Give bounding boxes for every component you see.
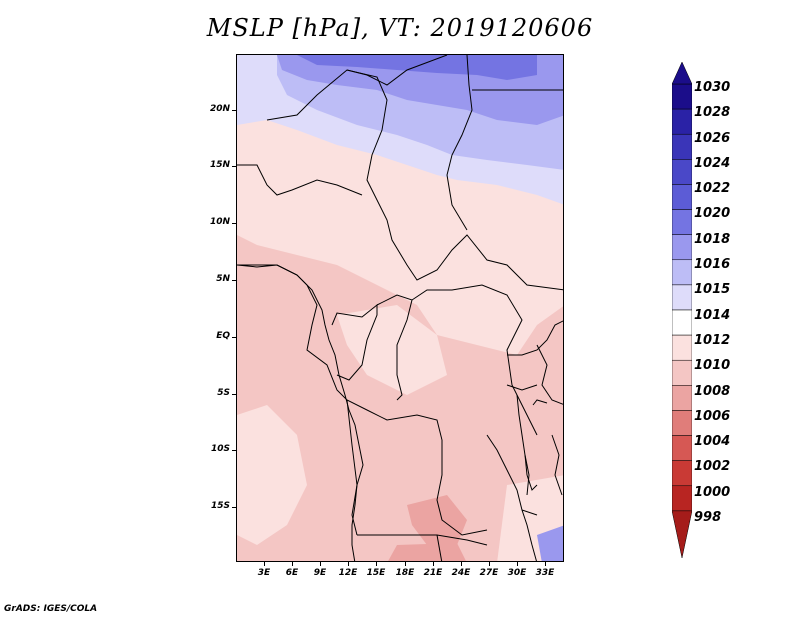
x-axis-label: 3E [257,568,271,578]
colorbar-swatch [672,410,692,436]
y-axis-label: 15S [210,501,230,511]
colorbar-label: 1014 [694,307,731,323]
x-axis-tick [376,561,377,566]
colorbar-label: 1000 [694,484,731,500]
x-axis-label: 15E [366,568,386,578]
y-axis-label: EQ [216,331,230,341]
chart-title: MSLP [hPa], VT: 2019120606 [206,14,594,42]
colorbar-label: 1018 [694,231,731,247]
colorbar-label: 1026 [694,130,731,146]
colorbar-label: 1015 [694,282,731,298]
colorbar-swatch [672,284,692,311]
colorbar-swatch [672,234,692,261]
x-axis-tick [320,561,321,566]
colorbar-label: 1006 [694,408,731,424]
y-axis-label: 5S [217,388,230,398]
x-axis-tick [405,561,406,566]
colorbar-label: 1004 [694,434,731,450]
colorbar-label: 1012 [694,332,731,348]
y-axis-tick [232,223,237,224]
x-axis-label: 6E [285,568,299,578]
colorbar [672,62,692,558]
colorbar-label: 1010 [694,358,731,374]
x-axis-label: 27E [479,568,499,578]
x-axis-tick [433,561,434,566]
y-axis-tick [232,280,237,281]
light-pink-area [237,405,307,545]
colorbar-swatch [672,108,692,135]
x-axis-label: 18E [395,568,415,578]
x-axis-tick [348,561,349,566]
coastline [237,264,364,561]
country-borders [237,55,563,561]
y-axis-tick [232,337,237,338]
colorbar-swatch [672,184,692,210]
lakes [516,394,548,496]
colorbar-swatch [672,510,692,558]
colorbar-swatch [672,460,692,487]
light-pink-area [237,90,563,355]
colorbar-swatch [672,159,692,185]
x-axis-label: 9E [313,568,327,578]
colorbar-swatch [672,485,692,512]
x-axis-label: 21E [423,568,443,578]
x-axis-tick [489,561,490,566]
colorbar-label: 1008 [694,383,731,399]
colorbar-swatch [672,83,692,110]
colorbar-label: 1030 [694,80,731,95]
x-axis-tick [264,561,265,566]
x-axis-label: 33E [535,568,555,578]
x-axis-tick [545,561,546,566]
x-axis-label: 24E [451,568,471,578]
colorbar-label: 1024 [694,155,731,171]
y-axis-tick [232,450,237,451]
map-panel [236,54,564,562]
colorbar-swatch [672,435,692,461]
colorbar-label: 1022 [694,181,731,197]
y-axis-tick [232,394,237,395]
colorbar-swatch [672,133,692,160]
dark-blue-area [297,55,537,80]
pressure-field [237,55,563,561]
colorbar-swatch [672,62,692,85]
x-axis-tick [461,561,462,566]
colorbar-swatch [672,309,692,336]
colorbar-label: 998 [694,510,722,525]
colorbar-swatch [672,259,692,286]
y-axis-label: 15N [209,160,230,170]
y-axis-label: 20N [209,104,230,114]
colorbar-label: 1002 [694,459,731,475]
y-axis-label: 10N [209,217,230,227]
colorbar-swatch [672,385,692,411]
light-pink-area [337,305,447,395]
colorbar-label: 1028 [694,105,731,121]
blue-area [537,525,563,561]
x-axis-tick [292,561,293,566]
x-axis-tick [517,561,518,566]
medium-pink-area [407,495,467,545]
y-axis-tick [232,110,237,111]
footer-credit: GrADS: IGES/COLA [4,604,98,614]
colorbar-swatch [672,334,692,361]
medium-pink-area [388,543,466,561]
y-axis-label: 5N [216,274,230,284]
x-axis-label: 30E [507,568,527,578]
colorbar-swatch [672,359,692,386]
colorbar-label: 1020 [694,206,731,222]
y-axis-label: 10S [210,444,230,454]
colorbar-label: 1016 [694,257,731,273]
colorbar-swatch [672,209,692,235]
y-axis-tick [232,166,237,167]
x-axis-label: 12E [338,568,358,578]
y-axis-tick [232,507,237,508]
